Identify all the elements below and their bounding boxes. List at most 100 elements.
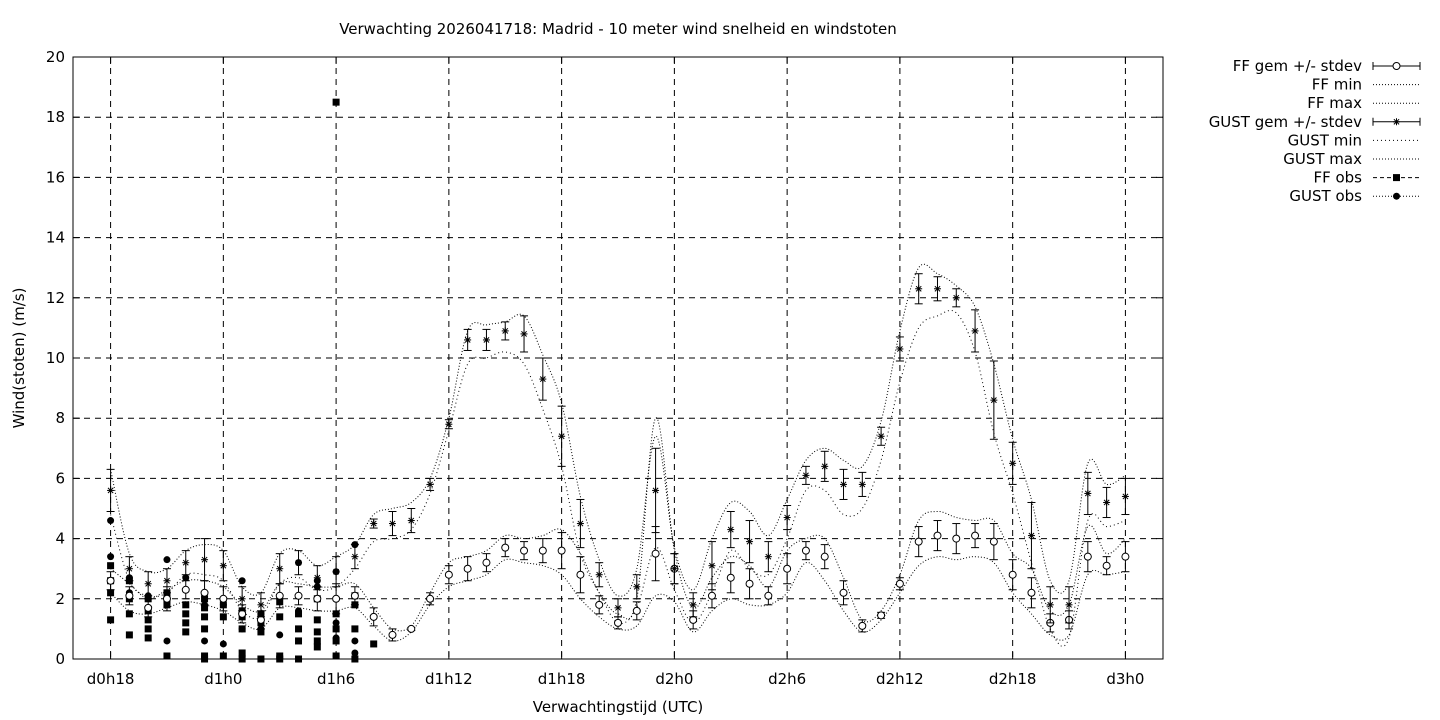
ff-mean-point: [557, 546, 566, 555]
ff-mean-point: [200, 588, 209, 597]
legend-label: GUST min: [1288, 131, 1362, 149]
ff-mean-point: [1027, 588, 1036, 597]
y-tick-label: 12: [46, 289, 65, 307]
ff-mean-point: [313, 594, 322, 603]
gust-mean-point: [707, 561, 716, 570]
gust-mean-point: [595, 570, 604, 579]
ff-mean-point: [858, 621, 867, 630]
ff-mean-point: [275, 591, 284, 600]
ff-mean-point: [162, 594, 171, 603]
ff-mean-point: [144, 603, 153, 612]
ff-mean-point: [125, 591, 134, 600]
gust-mean-point: [426, 480, 435, 489]
legend-label: FF gem +/- stdev: [1233, 57, 1362, 75]
ff-mean-point: [877, 611, 886, 620]
gust-obs-point: [351, 637, 359, 645]
gust-mean-point: [557, 432, 566, 441]
legend-entry: FF max: [1307, 94, 1420, 112]
gust-mean-point: [313, 573, 322, 582]
ff-obs-point: [219, 613, 227, 621]
ff-obs-point: [313, 637, 321, 645]
gust-mean-point: [933, 284, 942, 293]
gust-mean-point: [576, 519, 585, 528]
gust-mean-point: [1008, 459, 1017, 468]
ff-mean-point: [501, 543, 510, 552]
gust-mean-point: [1027, 531, 1036, 540]
gust-mean-point: [350, 552, 359, 561]
gust-obs-point: [332, 634, 340, 642]
ff-obs-point: [313, 616, 321, 624]
gust-mean-point: [801, 471, 810, 480]
ff-obs-point: [332, 625, 340, 633]
legend-entry: FF gem +/- stdev: [1233, 57, 1421, 75]
ff-mean-point: [181, 585, 190, 594]
ff-mean-point: [820, 552, 829, 561]
gust-mean-point: [745, 537, 754, 546]
ff-obs-point: [295, 637, 303, 645]
x-axis-ticks: d0h18 d1h0 d1h6 d1h12 d1h18 d2h0 d2h6 d2h12 d2h1…: [87, 57, 1144, 688]
gust-obs-point: [163, 637, 171, 645]
gust-mean-point: [125, 564, 134, 573]
gust-mean-point: [783, 513, 792, 522]
gust-mean-point: [275, 564, 284, 573]
gust-obs-point: [332, 619, 340, 627]
y-tick-label: 0: [55, 650, 65, 668]
ff-mean-point: [256, 615, 265, 624]
y-tick-label: 16: [46, 168, 65, 186]
gust-mean-point: [463, 335, 472, 344]
ff-obs-point: [276, 652, 284, 660]
legend-entry: GUST gem +/- stdev: [1209, 113, 1421, 131]
ff-mean-point: [764, 591, 773, 600]
y-tick-label: 2: [55, 590, 65, 608]
ff-obs-point: [125, 610, 133, 618]
legend-label: GUST obs: [1289, 187, 1362, 205]
ff-mean-point: [538, 546, 547, 555]
ff-mean-point: [952, 534, 961, 543]
chart-title: Verwachting 2026041718: Madrid - 10 mete…: [339, 20, 897, 38]
ff-obs-point: [182, 619, 190, 627]
ff-mean-point: [933, 531, 942, 540]
legend-label: FF obs: [1313, 169, 1362, 187]
gust-mean-point: [238, 594, 247, 603]
gust-mean-point: [877, 432, 886, 441]
x-tick-label: d2h6: [768, 670, 806, 688]
gust-mean-point: [764, 552, 773, 561]
x-tick-label: d1h6: [317, 670, 355, 688]
gust-mean-point: [106, 486, 115, 495]
ff-obs-point: [107, 616, 115, 624]
ff-obs-point: [144, 634, 152, 642]
y-tick-label: 20: [46, 48, 65, 66]
gust-mean-point: [971, 326, 980, 335]
ff-mean-point: [426, 594, 435, 603]
grid-lines: [73, 57, 1163, 659]
ff-obs-point: [351, 625, 359, 633]
gust-obs-point: [351, 649, 359, 657]
ff-obs-point: [163, 652, 171, 660]
gust-mean-point: [670, 564, 679, 573]
ff-obs-point: [201, 652, 209, 660]
ff-mean-point: [595, 600, 604, 609]
gust-mean-point: [294, 558, 303, 567]
ff-mean-point: [1083, 552, 1092, 561]
gust-mean-point: [520, 329, 529, 338]
gust-mean-point: [1102, 498, 1111, 507]
ff-mean-point: [219, 594, 228, 603]
ff-obs-point: [370, 640, 378, 648]
ff-obs-point: [295, 625, 303, 633]
ff-mean-point: [632, 606, 641, 615]
gust-mean-point: [1046, 600, 1055, 609]
x-tick-label: d1h0: [204, 670, 242, 688]
ff-mean-point: [106, 576, 115, 585]
ff-obs-point: [107, 562, 115, 570]
gust-mean-point: [538, 375, 547, 384]
ff-mean-point: [463, 564, 472, 573]
ff-mean-point: [614, 618, 622, 627]
ff-obs-point: [219, 652, 227, 660]
legend-label: GUST gem +/- stdev: [1209, 113, 1362, 131]
ff-mean-point: [350, 591, 359, 600]
y-tick-label: 10: [46, 349, 65, 367]
gust-mean-point: [1121, 492, 1130, 501]
legend-entry: GUST max: [1283, 150, 1420, 168]
y-tick-label: 8: [55, 409, 65, 427]
